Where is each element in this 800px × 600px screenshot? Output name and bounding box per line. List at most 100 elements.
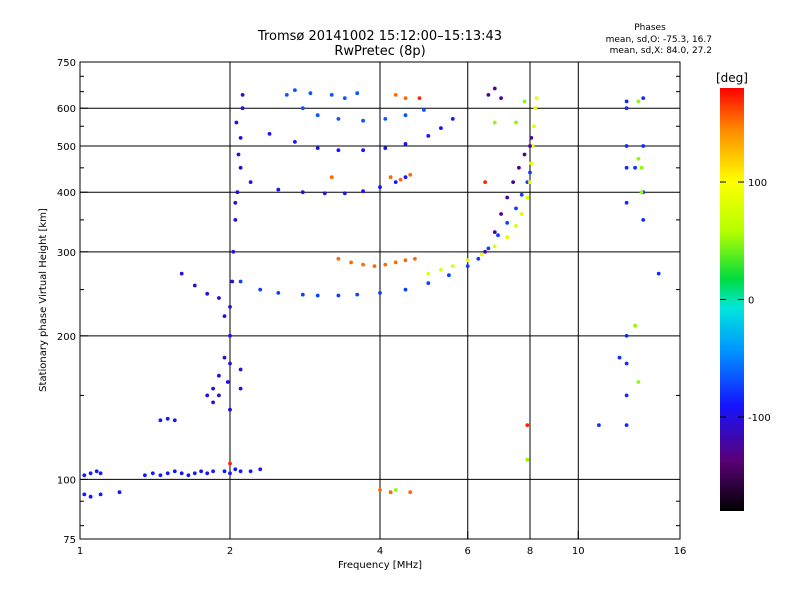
data-point: [293, 88, 297, 92]
data-point: [233, 218, 238, 222]
data-point: [633, 165, 637, 170]
data-point: [393, 260, 398, 265]
data-point: [492, 120, 497, 125]
data-point: [300, 292, 305, 297]
data-point: [403, 96, 408, 100]
data-point: [519, 212, 524, 216]
data-point: [403, 258, 408, 263]
data-point: [378, 488, 382, 492]
data-point: [205, 471, 210, 476]
x-axis-label: Frequency [MHz]: [338, 560, 422, 571]
data-point: [388, 175, 393, 180]
y-axis-label: Stationary phase Virtual Height [km]: [38, 208, 49, 392]
data-point: [426, 271, 431, 276]
data-point: [82, 492, 87, 497]
data-point: [426, 134, 431, 138]
data-point: [522, 99, 527, 104]
data-point: [88, 471, 93, 476]
data-point: [422, 108, 426, 112]
data-point: [505, 235, 510, 240]
data-point: [496, 233, 500, 238]
data-point: [403, 142, 408, 146]
data-point: [222, 355, 227, 360]
data-point: [179, 271, 184, 276]
data-point: [383, 262, 388, 267]
data-point: [511, 180, 515, 185]
data-point: [528, 170, 532, 175]
data-point: [225, 380, 230, 384]
data-point: [378, 185, 382, 190]
data-point: [355, 91, 360, 96]
data-point: [228, 361, 232, 366]
data-point: [235, 190, 240, 195]
grid: [80, 62, 680, 539]
data-point: [492, 230, 497, 235]
data-point: [624, 423, 629, 427]
data-point: [211, 386, 216, 391]
chart-title: Tromsø 20141002 15:12:00–15:13:43: [257, 29, 502, 44]
data-point: [636, 99, 641, 104]
data-point: [293, 140, 297, 144]
data-point: [525, 457, 530, 462]
data-point: [413, 256, 417, 261]
data-point: [240, 106, 245, 111]
data-point: [205, 393, 210, 398]
data-point: [233, 467, 238, 472]
data-point: [228, 305, 232, 309]
data-point: [211, 469, 216, 474]
data-point: [186, 473, 191, 478]
data-point: [199, 469, 204, 474]
data-point: [231, 249, 236, 254]
data-point: [217, 393, 221, 398]
data-point: [486, 93, 491, 97]
data-point: [234, 120, 239, 125]
data-point: [398, 177, 403, 182]
data-point: [641, 144, 646, 148]
data-point: [238, 469, 243, 474]
data-point: [483, 180, 487, 185]
y-tick-label: 750: [57, 58, 76, 69]
y-tick-label: 600: [57, 104, 76, 115]
data-point: [393, 180, 398, 185]
colorbar-tick-label: 0: [748, 296, 754, 307]
data-point: [624, 361, 629, 366]
data-point: [528, 144, 532, 148]
y-tick-label: 75: [63, 535, 76, 546]
data-point: [172, 469, 177, 474]
data-point: [217, 296, 221, 300]
phase-stats-x: mean, sd,X: 84.0, 27.2: [610, 46, 712, 56]
data-point: [258, 287, 263, 292]
data-point: [499, 212, 503, 216]
data-point: [228, 471, 232, 476]
data-point: [624, 106, 629, 111]
data-point: [388, 490, 393, 495]
data-point: [211, 400, 216, 405]
data-point: [172, 418, 177, 423]
data-point: [624, 333, 629, 338]
data-point: [238, 136, 243, 140]
data-point: [222, 469, 227, 474]
data-point: [98, 492, 103, 497]
data-point: [439, 267, 443, 272]
data-point: [505, 195, 510, 200]
data-point: [529, 161, 534, 166]
data-point: [450, 264, 455, 268]
data-point: [633, 323, 637, 328]
data-point: [276, 187, 281, 192]
y-tick-label: 500: [57, 142, 76, 153]
colorbar-unit-label: [deg]: [716, 71, 748, 85]
data-point: [636, 156, 641, 161]
data-point: [624, 99, 629, 104]
data-point: [505, 221, 510, 225]
data-point: [514, 120, 518, 125]
data-point: [342, 96, 347, 100]
data-point: [447, 273, 451, 278]
data-point: [205, 291, 210, 296]
data-point: [439, 126, 443, 130]
phase-heading: Phases: [634, 23, 666, 33]
data-point: [528, 180, 532, 185]
data-point: [349, 260, 353, 265]
data-point: [165, 471, 170, 476]
data-point: [530, 144, 535, 148]
